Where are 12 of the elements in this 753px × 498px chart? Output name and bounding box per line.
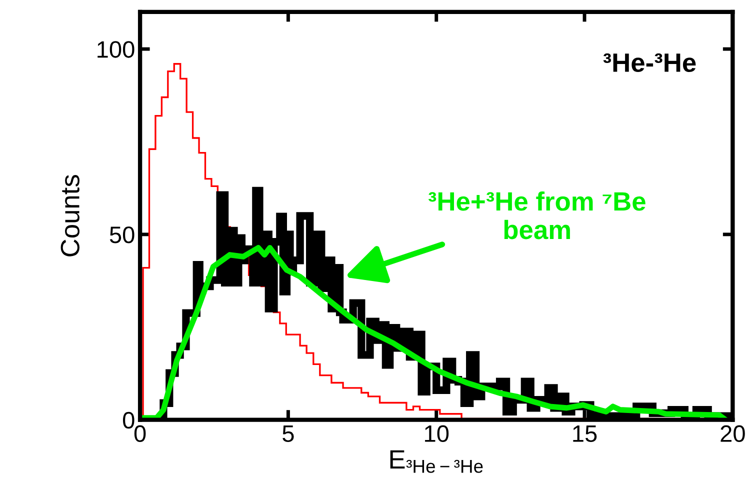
y-tick-label: 0 <box>122 412 134 429</box>
annotation: ³He-³He <box>603 53 696 72</box>
x-axis-title: E$_{³He−³He}$ <box>390 450 483 473</box>
annotation: ³He+³He from ⁷Be beam <box>428 191 646 240</box>
x-tick-label: 0 <box>134 425 146 442</box>
x-tick-label: 15 <box>573 426 597 442</box>
x-tick-label: 20 <box>720 425 745 442</box>
y-tick-label: 50 <box>110 226 134 244</box>
x-tick-label: 10 <box>425 425 449 442</box>
y-axis-title: Counts <box>60 175 80 256</box>
y-tick-label: 100 <box>98 41 134 58</box>
x-tick-label: 5 <box>282 426 294 442</box>
